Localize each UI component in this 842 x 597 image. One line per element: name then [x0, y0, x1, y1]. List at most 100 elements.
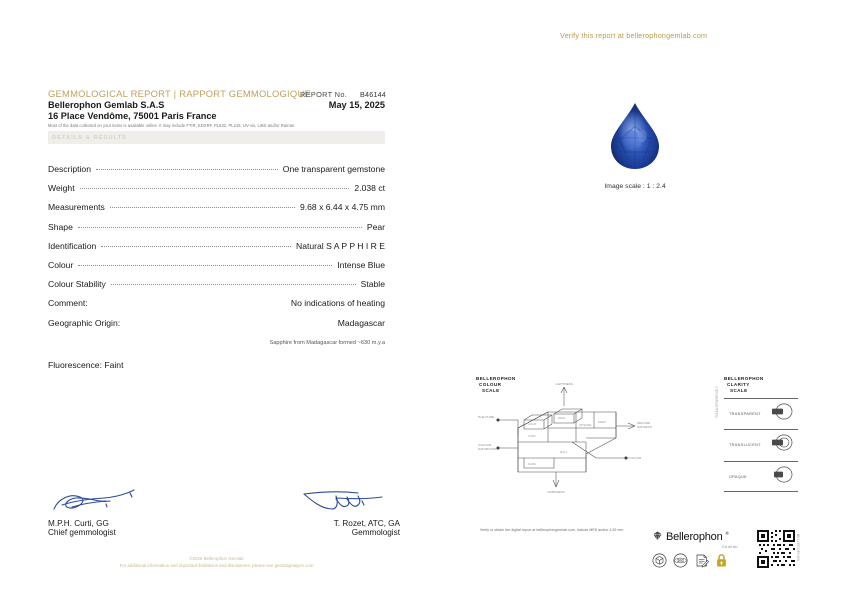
brand-block: Bellerophon ® Gemlab 360 — [652, 528, 744, 573]
detail-row: Geographic Origin: Madagascar — [48, 318, 385, 343]
detail-label: Comment: — [48, 298, 88, 309]
detail-label: Shape — [48, 221, 73, 232]
cs-label-second-saturation: SECOND — [637, 421, 651, 425]
qr-code[interactable] — [755, 528, 797, 575]
footer-copyright: ©2025 Bellerophon Gemlab — [189, 556, 244, 561]
footer-disclaimer: For additional information and important… — [119, 563, 314, 568]
detail-row: Colour Intense Blue — [48, 260, 385, 279]
cs-cell-dark: DARK — [528, 462, 536, 466]
detail-label: Identification — [48, 240, 97, 251]
cs-cell-pale: PALE — [558, 416, 565, 420]
detail-value: Madagascar — [337, 317, 385, 328]
brand-sub: Gemlab — [721, 545, 738, 549]
360-view-icon: 360 — [673, 553, 688, 573]
report-date: May 15, 2025 — [328, 100, 385, 110]
cs-label-lightness: LIGHTNESS — [555, 382, 573, 386]
detail-value: One transparent gemstone — [282, 164, 385, 174]
signatory-name-2: T. Rozet, ATC, GA — [333, 519, 400, 528]
detail-value: Pear — [366, 221, 385, 232]
signature-block-1: M.P.H. Curti, GG Chief gemmologist — [48, 487, 208, 537]
leader-dots — [96, 169, 278, 170]
details-table: Description One transparent gemstone Weigh… — [48, 164, 385, 343]
signatory-role-2: Gemmologist — [351, 528, 400, 537]
qr-side-label: BELLEROPHON — [796, 534, 800, 562]
clarity-side-label: TRANSPARENCY — [715, 385, 719, 418]
detail-label: Colour — [48, 259, 74, 270]
cs-cell-intense: INTENSE — [579, 423, 592, 427]
colour-scale-svg: LIGHTNESS DARKNESS SECOND SATURATION HUE… — [478, 382, 656, 494]
cs-label-colour-sat: COLOUR — [478, 443, 492, 447]
leader-dots — [93, 303, 286, 304]
detail-value: No indications of heating — [290, 298, 385, 309]
lab-address: 16 Place Vendôme, 75001 Paris France — [48, 111, 217, 121]
detail-label: Weight — [48, 183, 75, 194]
bellerophon-gem-logo-icon — [652, 528, 663, 546]
document-icon — [694, 553, 710, 573]
cs-cell-light: LIGHT — [528, 422, 537, 426]
cs-label-second-saturation-2: SATURATION — [637, 425, 652, 429]
verify-report-link[interactable]: Verify this report at bellerophongemlab.… — [560, 31, 708, 40]
detail-value: Natural S A P P H I R E — [295, 240, 385, 251]
report-number-value: B46144 — [360, 90, 386, 99]
cs-label-hue-pure: HUE PURE — [478, 415, 494, 419]
detail-row: Shape Pear — [48, 222, 385, 241]
leader-dots — [125, 323, 333, 324]
clarity-row: TRANSPARENT — [724, 399, 798, 431]
detail-row: Weight 2.038 ct — [48, 183, 385, 202]
detail-row: Colour Stability Stable — [48, 279, 385, 298]
detail-label: Geographic Origin: — [48, 317, 121, 328]
leader-dots — [77, 226, 362, 228]
report-title: GEMMOLOGICAL REPORT | RAPPORT GEMMOLOGIQ… — [48, 88, 311, 99]
leader-dots — [78, 264, 333, 266]
cs-label-colour: COLOUR — [628, 456, 642, 460]
clarity-scale-panel: BELLEROPHON CLARITY SCALE TRANSPARENCY TRA… — [715, 376, 800, 492]
cs-cell-vivid: VIVID — [528, 434, 536, 438]
detail-value: Intense Blue — [337, 259, 385, 270]
image-scale-label: Image scale : 1 : 2.4 — [604, 183, 666, 190]
clarity-row-label: TRANSLUCENT — [729, 443, 761, 448]
clarity-scale-title: BELLEROPHON CLARITY SCALE — [724, 376, 764, 393]
clarity-transparent-icon — [771, 403, 793, 425]
signature-image-2 — [240, 487, 400, 517]
brand-name: Bellerophon — [666, 531, 723, 543]
brand-icon-row: 360 — [652, 553, 744, 573]
origin-note: Sapphire from Madagascar formed ~630 m.y… — [269, 340, 385, 346]
lock-icon — [715, 553, 728, 573]
detail-row: Comment: No indications of heating — [48, 298, 385, 317]
detail-label: Description — [48, 164, 91, 174]
detail-value: 2.038 ct — [354, 183, 385, 194]
detail-row: Measurements 9.68 x 6.44 x 4.75 mm — [48, 202, 385, 221]
gemstone-photo — [604, 100, 666, 172]
details-section-label: DETAILS & RESULTS — [52, 134, 128, 141]
signature-block-2: T. Rozet, ATC, GA Gemmologist — [240, 487, 400, 537]
leader-dots — [101, 245, 291, 247]
signatory-role-1: Chief gemmologist — [48, 528, 116, 537]
detail-value: Stable — [360, 279, 385, 290]
detail-label: Colour Stability — [48, 279, 106, 290]
cs-cell-dull: DULL — [560, 450, 568, 454]
leader-dots — [109, 207, 295, 209]
cs-label-darkness: DARKNESS — [547, 490, 564, 494]
detail-value: 9.68 x 6.44 x 4.75 mm — [299, 202, 385, 213]
clarity-row-label: OPAQUE — [729, 475, 748, 480]
header-fine-print: Most of the data collected on your items… — [48, 123, 295, 128]
detail-row: Description One transparent gemstone — [48, 164, 385, 183]
svg-text:360: 360 — [677, 558, 685, 563]
clarity-opaque-icon — [771, 466, 793, 488]
report-number-label: REPORT No. — [300, 90, 348, 99]
fluorescence-row: Fluorescence: Faint — [48, 360, 124, 370]
cs-cell-deep: DEEP — [598, 420, 606, 424]
leader-dots — [79, 188, 350, 190]
qr-verification-note: Verify or obtain the digital report at b… — [480, 528, 624, 532]
lab-name: Bellerophon Gemlab S.A.S — [48, 100, 165, 110]
detail-row: Identification Natural S A P P H I R E — [48, 241, 385, 260]
details-section-band: DETAILS & RESULTS — [48, 131, 385, 144]
registered-mark: ® — [725, 530, 729, 536]
colour-scale-diagram: BELLEROPHON COLOUR SCALE — [476, 376, 656, 494]
clarity-rows: TRANSPARENT TRANSLUCENT OPAQUE — [724, 398, 798, 492]
clarity-row-label: TRANSPARENT — [729, 412, 761, 417]
clarity-row: TRANSLUCENT — [724, 430, 798, 462]
clarity-row: OPAQUE — [724, 462, 798, 493]
gem-3d-icon — [652, 553, 667, 573]
